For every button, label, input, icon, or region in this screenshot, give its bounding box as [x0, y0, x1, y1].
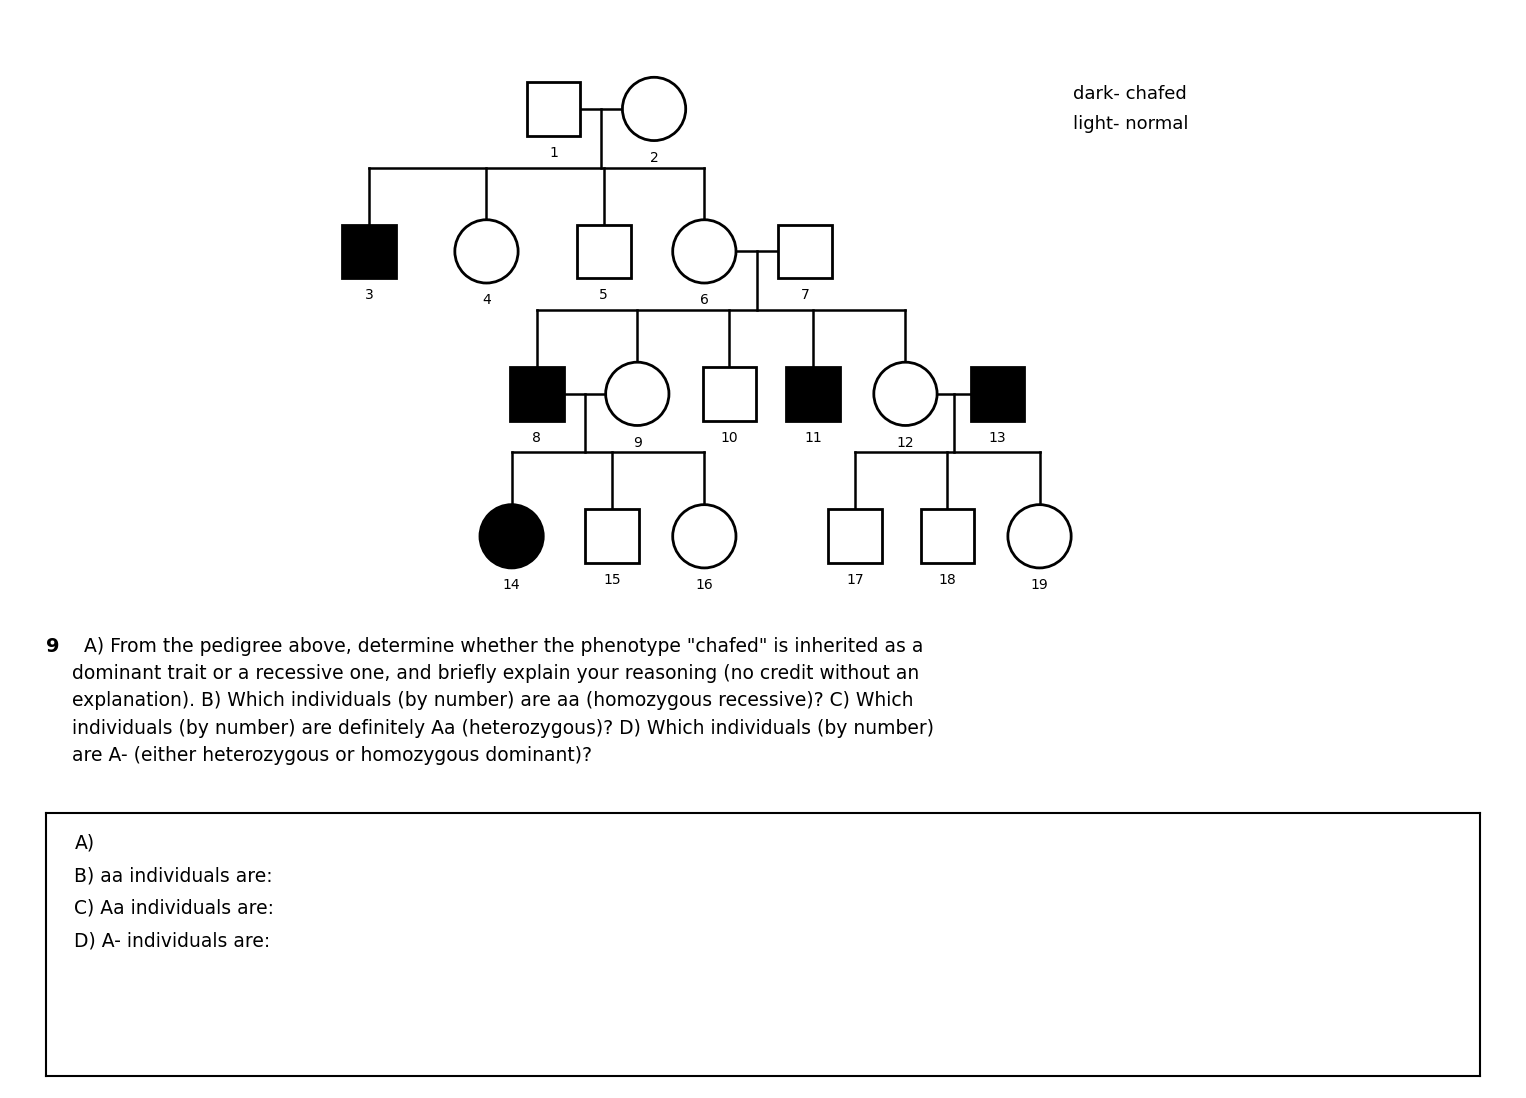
- Text: 10: 10: [720, 430, 739, 445]
- Bar: [786, 367, 841, 421]
- Bar: [526, 82, 580, 136]
- Text: 16: 16: [696, 578, 713, 592]
- Text: A)
B) aa individuals are:
C) Aa individuals are:
D) A- individuals are:: A) B) aa individuals are: C) Aa individu…: [75, 833, 275, 950]
- Circle shape: [673, 505, 736, 568]
- Circle shape: [623, 77, 685, 141]
- Text: 4: 4: [482, 293, 491, 307]
- Text: 9: 9: [633, 436, 642, 449]
- Bar: [778, 225, 832, 278]
- Text: 12: 12: [897, 436, 914, 449]
- Text: 13: 13: [989, 430, 1007, 445]
- Bar: [829, 509, 882, 563]
- Bar: [702, 367, 757, 421]
- Text: 1: 1: [549, 146, 559, 160]
- Text: 18: 18: [938, 573, 957, 587]
- Bar: [342, 225, 395, 278]
- Bar: [577, 225, 630, 278]
- Text: 9: 9: [46, 637, 60, 656]
- Text: A) From the pedigree above, determine whether the phenotype "chafed" is inherite: A) From the pedigree above, determine wh…: [72, 637, 934, 765]
- Text: 8: 8: [533, 430, 542, 445]
- Text: 14: 14: [502, 578, 520, 592]
- Text: 19: 19: [1030, 578, 1048, 592]
- Circle shape: [1007, 505, 1071, 568]
- Bar: [920, 509, 974, 563]
- Bar: [510, 367, 563, 421]
- Text: 15: 15: [603, 573, 621, 587]
- Circle shape: [455, 220, 519, 283]
- Circle shape: [606, 362, 668, 426]
- Text: 7: 7: [801, 289, 809, 302]
- Text: 6: 6: [700, 293, 708, 307]
- Text: 17: 17: [847, 573, 864, 587]
- Text: 11: 11: [804, 430, 823, 445]
- Bar: [971, 367, 1024, 421]
- Text: 3: 3: [365, 289, 374, 302]
- Text: 2: 2: [650, 150, 658, 165]
- Circle shape: [874, 362, 937, 426]
- Circle shape: [673, 220, 736, 283]
- Text: dark- chafed
light- normal: dark- chafed light- normal: [1073, 85, 1189, 133]
- Text: 5: 5: [600, 289, 609, 302]
- Circle shape: [481, 505, 543, 568]
- Bar: [586, 509, 639, 563]
